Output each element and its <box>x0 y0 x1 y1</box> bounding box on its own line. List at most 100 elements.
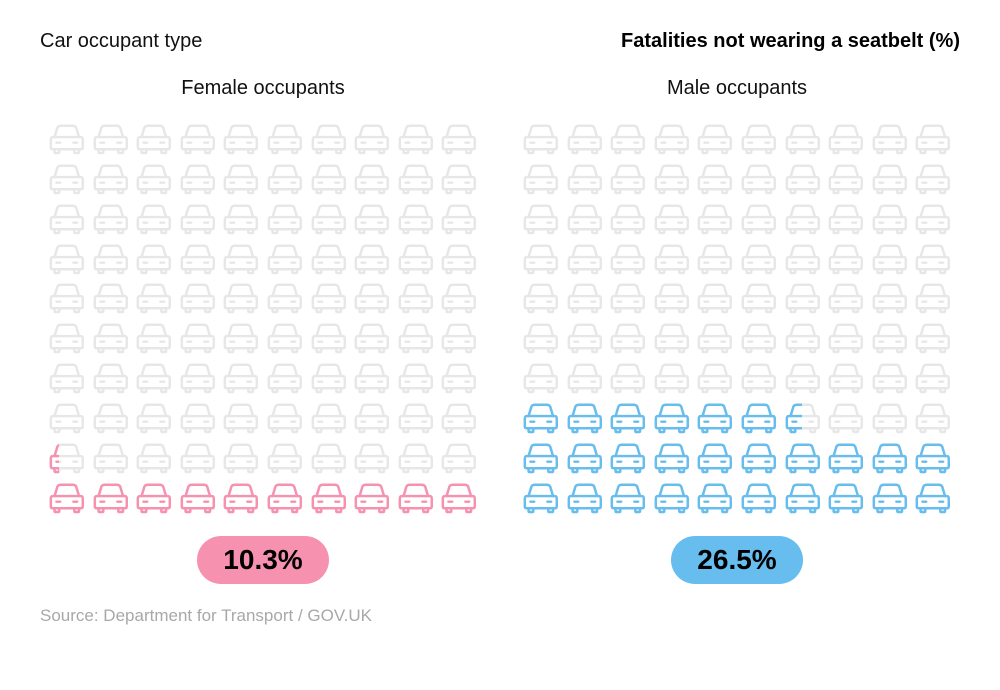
car-icon <box>440 321 478 355</box>
car-icon <box>48 321 86 355</box>
car-icon <box>784 122 822 156</box>
car-icon <box>92 361 130 395</box>
car-icon <box>353 242 391 276</box>
car-icon <box>784 162 822 196</box>
chart-category-label: Car occupant type <box>40 30 202 53</box>
car-icon <box>135 242 173 276</box>
car-icon <box>696 321 734 355</box>
car-icon-filled <box>353 481 391 515</box>
car-icon <box>740 481 778 515</box>
car-icon <box>696 481 734 515</box>
car-icon <box>310 441 348 475</box>
car-icon <box>827 441 865 475</box>
car-icon <box>179 281 217 315</box>
car-icon-filled <box>653 441 691 475</box>
car-icon <box>397 441 435 475</box>
car-icon <box>353 361 391 395</box>
car-icon <box>440 361 478 395</box>
car-icon-filled <box>696 481 734 515</box>
car-icon-filled <box>871 481 909 515</box>
car-icon-filled <box>48 441 59 475</box>
car-icon <box>135 401 173 435</box>
car-icon <box>784 242 822 276</box>
car-icon <box>914 202 952 236</box>
car-icon-filled <box>310 481 348 515</box>
car-icon <box>179 242 217 276</box>
car-icon <box>653 242 691 276</box>
car-icon <box>310 321 348 355</box>
car-icon <box>92 401 130 435</box>
car-icon <box>871 242 909 276</box>
car-icon <box>871 122 909 156</box>
car-icon <box>871 202 909 236</box>
panel-title: Male occupants <box>667 77 807 100</box>
car-icon <box>48 281 86 315</box>
car-icon <box>871 281 909 315</box>
car-icon <box>653 122 691 156</box>
car-icon <box>522 401 560 435</box>
car-icon-filled <box>522 481 560 515</box>
car-icon-filled <box>653 481 691 515</box>
car-icon <box>353 281 391 315</box>
car-icon <box>653 202 691 236</box>
car-icon <box>135 202 173 236</box>
car-icon <box>48 242 86 276</box>
car-icon <box>871 321 909 355</box>
car-icon <box>784 401 822 435</box>
car-icon <box>353 122 391 156</box>
car-icon <box>609 122 647 156</box>
car-icon <box>914 321 952 355</box>
car-icon <box>566 481 604 515</box>
car-icon <box>696 361 734 395</box>
car-icon <box>440 162 478 196</box>
car-icon <box>653 441 691 475</box>
car-icon <box>353 162 391 196</box>
car-icon <box>135 361 173 395</box>
car-icon-filled <box>440 481 478 515</box>
pictogram-panel: Female occupants <box>48 77 478 584</box>
car-icon <box>266 321 304 355</box>
car-icon <box>740 242 778 276</box>
car-icon-filled <box>784 401 803 435</box>
car-icon <box>222 441 260 475</box>
car-icon <box>135 321 173 355</box>
car-icon <box>827 122 865 156</box>
car-icon <box>609 441 647 475</box>
car-icon-filled <box>653 401 691 435</box>
car-icon <box>222 281 260 315</box>
car-icon <box>609 162 647 196</box>
car-icon <box>222 361 260 395</box>
car-icon <box>222 122 260 156</box>
car-icon <box>653 481 691 515</box>
source-citation: Source: Department for Transport / GOV.U… <box>40 606 960 626</box>
car-icon <box>310 481 348 515</box>
car-icon-filled <box>784 481 822 515</box>
car-icon <box>566 202 604 236</box>
car-icon <box>740 122 778 156</box>
car-icon <box>310 281 348 315</box>
car-icon <box>266 242 304 276</box>
car-icon <box>696 162 734 196</box>
car-icon <box>310 202 348 236</box>
car-icon-filled <box>871 441 909 475</box>
car-icon-filled <box>135 481 173 515</box>
car-icon-filled <box>609 481 647 515</box>
car-icon <box>827 202 865 236</box>
car-icon <box>310 162 348 196</box>
car-icon <box>522 441 560 475</box>
car-icon <box>609 361 647 395</box>
car-icon-filled <box>522 441 560 475</box>
car-icon <box>784 441 822 475</box>
car-icon <box>871 162 909 196</box>
car-icon <box>914 361 952 395</box>
car-icon <box>566 361 604 395</box>
car-icon <box>92 281 130 315</box>
car-icon-filled <box>566 441 604 475</box>
car-icon <box>135 281 173 315</box>
car-icon <box>397 202 435 236</box>
car-icon <box>266 122 304 156</box>
car-icon <box>522 481 560 515</box>
car-icon <box>440 202 478 236</box>
car-icon <box>827 481 865 515</box>
car-icon <box>92 162 130 196</box>
